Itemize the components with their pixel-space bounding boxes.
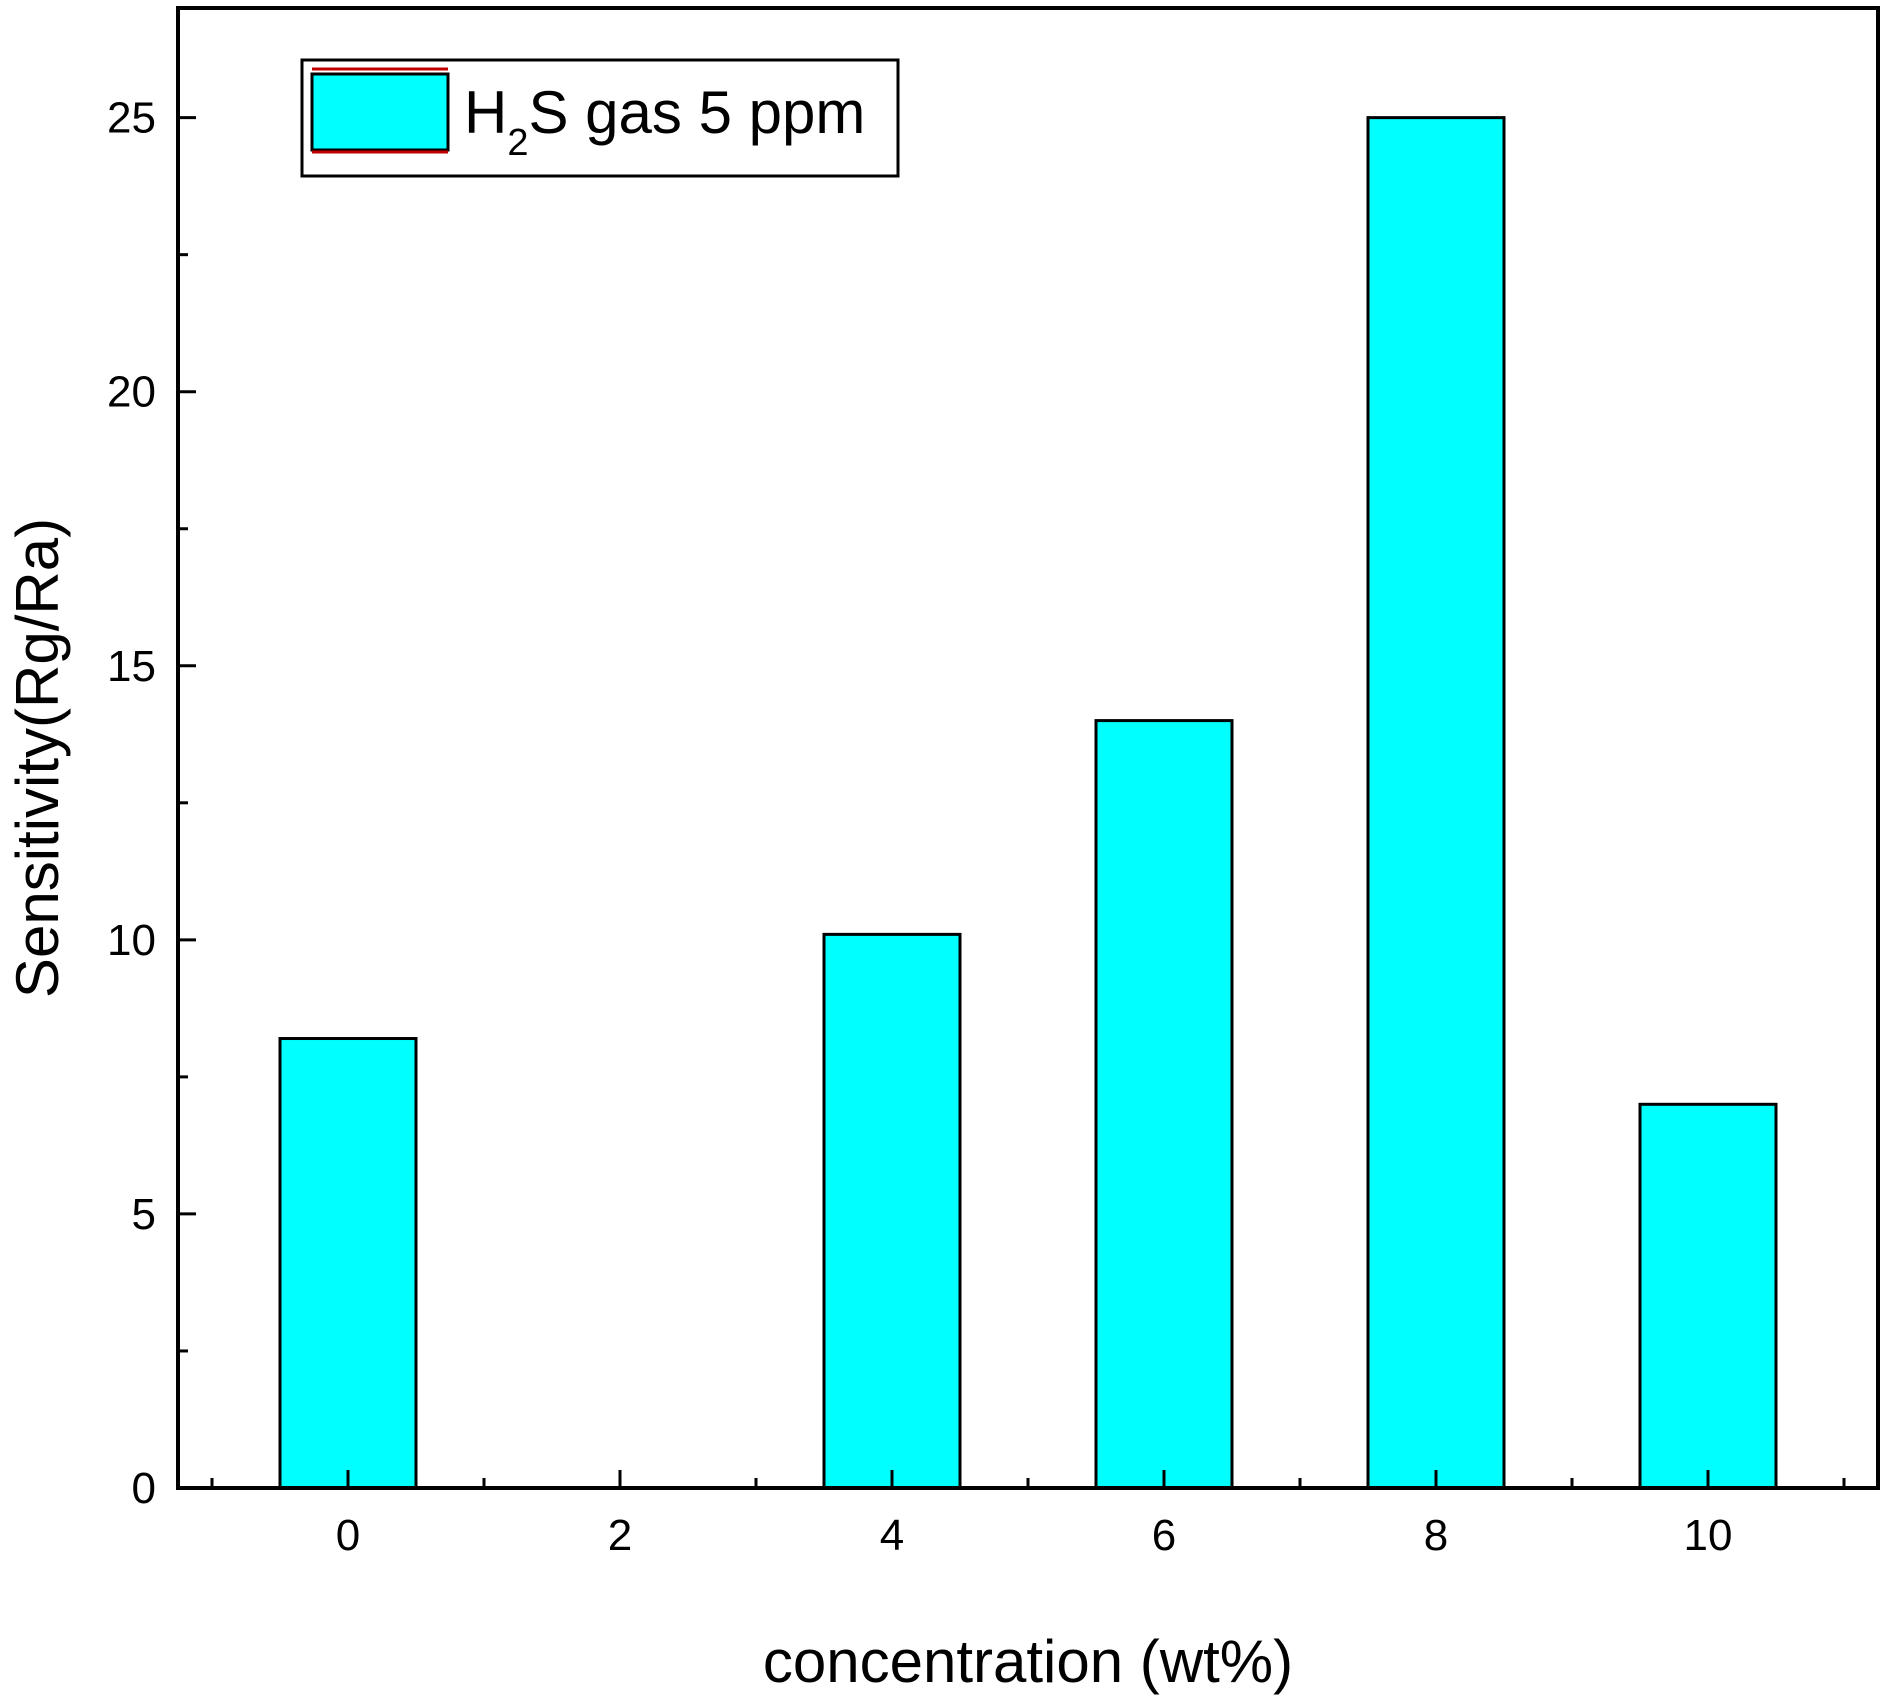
x-tick-label: 6 xyxy=(1152,1511,1176,1560)
bar-8 xyxy=(1366,116,1506,1490)
y-tick-label: 10 xyxy=(107,916,156,965)
x-tick-label: 4 xyxy=(880,1511,904,1560)
x-tick-label: 2 xyxy=(608,1511,632,1560)
y-tick-label: 20 xyxy=(107,368,156,417)
legend: H2S gas 5 ppm xyxy=(300,58,900,178)
y-tick-label: 25 xyxy=(107,94,156,143)
x-axis-title: concentration (wt%) xyxy=(763,1628,1293,1695)
bars-group xyxy=(278,116,1778,1490)
y-tick-label: 5 xyxy=(132,1190,156,1239)
bar-0 xyxy=(278,1037,418,1490)
y-axis-title: Sensitivity(Rg/Ra) xyxy=(4,518,71,998)
y-tick-label: 15 xyxy=(107,642,156,691)
y-axis-ticks: 0 5 10 15 20 25 xyxy=(107,94,196,1513)
legend-entry-label: H2S gas 5 ppm xyxy=(464,79,865,164)
bar-6 xyxy=(1094,719,1234,1490)
bar-10 xyxy=(1638,1102,1778,1490)
x-axis-ticks: 0 2 4 6 8 10 xyxy=(210,1470,1846,1560)
legend-entry-subscript: 2 xyxy=(507,122,528,164)
x-tick-label: 0 xyxy=(336,1511,360,1560)
x-tick-label: 10 xyxy=(1684,1511,1733,1560)
legend-entry-element: H xyxy=(464,79,507,146)
x-tick-label: 8 xyxy=(1424,1511,1448,1560)
bar-4 xyxy=(822,932,962,1490)
y-tick-label: 0 xyxy=(132,1464,156,1513)
legend-swatch xyxy=(310,72,450,152)
legend-entry-rest: S gas 5 ppm xyxy=(528,79,865,146)
